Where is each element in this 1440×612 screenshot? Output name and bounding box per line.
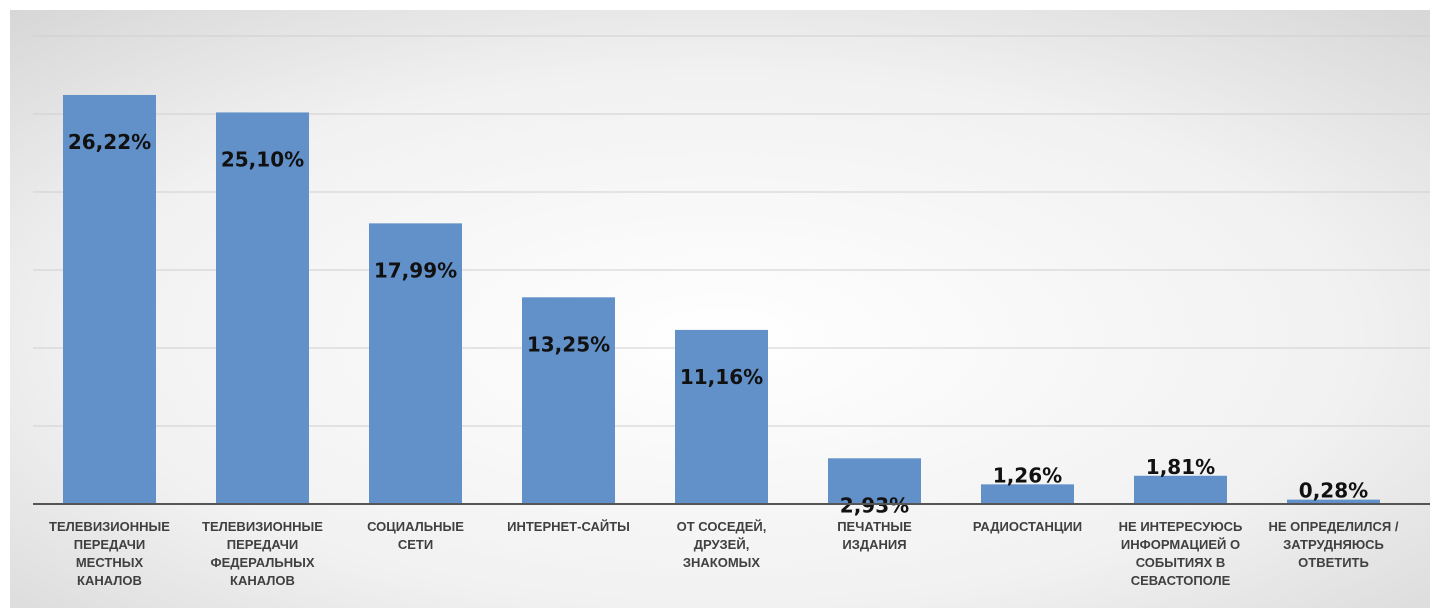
data-label: 17,99% bbox=[374, 258, 457, 282]
bar bbox=[63, 94, 156, 504]
category-label: НЕ ОПРЕДЕЛИЛСЯ / ЗАТРУДНЯЮСЬ ОТВЕТИТЬ bbox=[1269, 519, 1399, 570]
bar bbox=[216, 112, 309, 504]
bar bbox=[1287, 499, 1380, 504]
bar bbox=[522, 297, 615, 504]
category-label: ТЕЛЕВИЗИОННЫЕ ПЕРЕДАЧИ МЕСТНЫХ КАНАЛОВ bbox=[49, 519, 170, 588]
bar bbox=[369, 223, 462, 504]
data-label: 1,26% bbox=[993, 463, 1062, 487]
data-label: 11,16% bbox=[680, 365, 763, 389]
data-labels: 26,22% 25,10% 17,99% 13,25% 11,16% 2,93% 1,26%… bbox=[68, 130, 1368, 517]
data-label: 13,25% bbox=[527, 332, 610, 356]
data-label: 1,81% bbox=[1146, 455, 1215, 479]
data-label: 0,28% bbox=[1299, 479, 1368, 503]
data-label: 2,93% bbox=[840, 493, 909, 517]
category-label: ОТ СОСЕДЕЙ, ДРУЗЕЙ, ЗНАКОМЫХ bbox=[677, 519, 767, 570]
category-label: ИНТЕРНЕТ-САЙТЫ bbox=[507, 519, 630, 534]
category-label: РАДИОСТАНЦИИ bbox=[973, 519, 1082, 534]
data-label: 25,10% bbox=[221, 147, 304, 171]
bar bbox=[828, 458, 921, 504]
bar bbox=[981, 484, 1074, 504]
bar bbox=[675, 329, 768, 504]
bar bbox=[1134, 475, 1227, 504]
category-label: СОЦИАЛЬНЫЕ СЕТИ bbox=[367, 519, 464, 552]
category-label: ТЕЛЕВИЗИОННЫЕ ПЕРЕДАЧИ ФЕДЕРАЛЬНЫХ КАНАЛОВ bbox=[202, 519, 323, 588]
category-label: ПЕЧАТНЫЕ ИЗДАНИЯ bbox=[837, 519, 912, 552]
bars bbox=[63, 94, 1380, 504]
category-labels: ТЕЛЕВИЗИОННЫЕ ПЕРЕДАЧИ МЕСТНЫХ КАНАЛОВ ТЕЛЕВ… bbox=[49, 519, 1399, 588]
category-label: НЕ ИНТЕРЕСУЮСЬ ИНФОРМАЦИЕЙ О СОБЫТИЯХ В СЕВ… bbox=[1119, 519, 1243, 588]
data-label: 26,22% bbox=[68, 130, 151, 154]
